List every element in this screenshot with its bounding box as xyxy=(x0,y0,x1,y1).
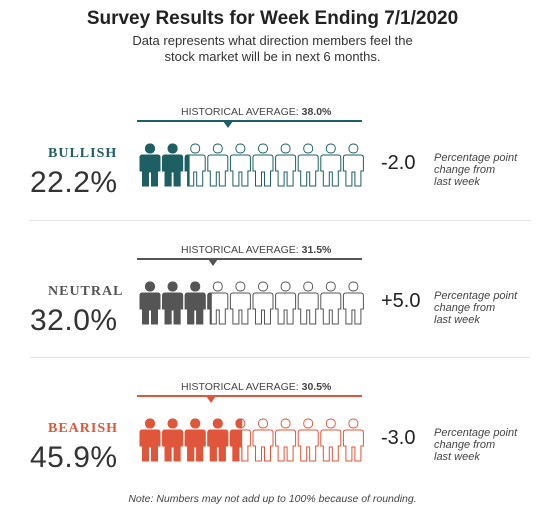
sentiment-label: BULLISH xyxy=(48,146,118,161)
person-icon xyxy=(320,418,342,462)
sentiment-percent: 22.2% xyxy=(30,166,118,199)
person-icon-fill xyxy=(139,418,161,462)
chart-subtitle: Data represents what direction members f… xyxy=(0,33,545,65)
section-bullish: HISTORICAL AVERAGE: 38.0% BULLISH 22.2% … xyxy=(0,100,545,228)
person-icon-fill xyxy=(207,418,229,462)
person-icon-fill xyxy=(162,418,184,462)
historical-average-label: HISTORICAL AVERAGE: 31.5% xyxy=(181,244,332,256)
person-icon xyxy=(275,418,297,462)
section-bearish: HISTORICAL AVERAGE: 30.5% BEARISH 45.9% … xyxy=(0,375,545,503)
person-icon-fill xyxy=(139,143,161,187)
change-value: -2.0 xyxy=(381,152,416,174)
historical-average-label: HISTORICAL AVERAGE: 30.5% xyxy=(181,381,332,393)
historical-average-line xyxy=(137,258,362,260)
filled-person-icons xyxy=(139,418,243,462)
sentiment-label: BEARISH xyxy=(48,421,119,436)
historical-average-line xyxy=(137,120,362,122)
person-icon xyxy=(229,143,251,187)
person-icon-fill xyxy=(162,281,184,325)
section-divider xyxy=(30,357,530,358)
change-note: Percentage point change from last week xyxy=(434,290,518,326)
filled-person-icons xyxy=(139,143,190,187)
people-icons xyxy=(139,143,364,187)
person-icon-fill xyxy=(207,292,212,325)
historical-average-label: HISTORICAL AVERAGE: 38.0% xyxy=(181,106,332,118)
person-icon xyxy=(320,281,342,325)
people-icons xyxy=(139,418,364,462)
person-icon xyxy=(229,281,251,325)
person-icon xyxy=(320,143,342,187)
historical-average-marker xyxy=(222,121,233,128)
person-icon-fill xyxy=(184,418,206,462)
person-icon-fill xyxy=(139,281,161,325)
person-icon-fill xyxy=(162,143,184,187)
person-icon xyxy=(297,418,319,462)
person-icon-fill xyxy=(229,418,243,462)
section-divider xyxy=(30,220,530,221)
sentiment-percent: 45.9% xyxy=(30,441,118,474)
change-note: Percentage point change from last week xyxy=(434,427,518,463)
person-icon xyxy=(275,143,297,187)
historical-average-value: 31.5% xyxy=(301,244,332,256)
person-icon xyxy=(252,418,274,462)
person-icon xyxy=(297,143,319,187)
change-value: -3.0 xyxy=(381,427,416,449)
person-icon xyxy=(297,281,319,325)
historical-average-line xyxy=(137,395,362,397)
change-value: +5.0 xyxy=(381,290,421,312)
change-note: Percentage point change from last week xyxy=(434,152,518,188)
subtitle-line-1: Data represents what direction members f… xyxy=(132,33,413,48)
person-icon xyxy=(207,143,229,187)
person-icon xyxy=(342,281,364,325)
chart-title: Survey Results for Week Ending 7/1/2020 xyxy=(86,8,459,29)
person-icon xyxy=(342,143,364,187)
person-icon xyxy=(252,281,274,325)
person-icon xyxy=(275,281,297,325)
person-icon-fill xyxy=(184,154,190,187)
section-neutral: HISTORICAL AVERAGE: 31.5% NEUTRAL 32.0% … xyxy=(0,238,545,366)
footnote: Note: Numbers may not add up to 100% bec… xyxy=(128,493,417,505)
person-icon xyxy=(252,143,274,187)
person-icon xyxy=(342,418,364,462)
historical-average-marker xyxy=(205,396,216,403)
subtitle-line-2: stock market will be in next 6 months. xyxy=(164,49,381,64)
historical-average-marker xyxy=(208,259,219,266)
people-icons xyxy=(139,281,364,325)
sentiment-percent: 32.0% xyxy=(30,304,118,337)
person-icon-fill xyxy=(184,281,206,325)
sentiment-label: NEUTRAL xyxy=(48,284,124,299)
historical-average-value: 30.5% xyxy=(301,381,332,393)
historical-average-value: 38.0% xyxy=(301,106,332,118)
filled-person-icons xyxy=(139,281,212,325)
